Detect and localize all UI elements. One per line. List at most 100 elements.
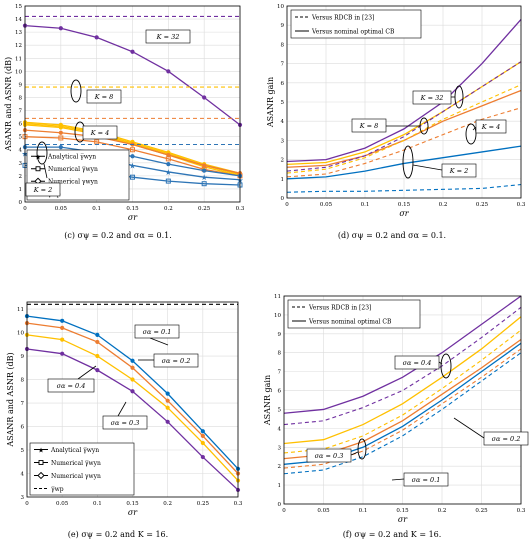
y-tick-label: 15 [15,4,22,10]
legend-entry: Versus nominal optimal CB [308,318,392,325]
annotation-label: K = 2 [449,167,469,175]
x-tick-label: 0 [25,501,29,507]
x-tick-label: 0.25 [476,202,489,208]
y-tick-label: 10 [15,69,22,75]
data-point [58,145,63,150]
y-tick-label: 3 [281,138,285,144]
data-point [58,135,64,141]
y-tick-label: 12 [15,43,22,49]
data-point: ★ [165,168,172,177]
y-tick-label: 2 [19,174,23,180]
annotation-label: σα = 0.3 [111,419,140,427]
y-tick-label: 1 [278,483,282,489]
annotation-ellipse [440,353,452,379]
x-tick-label: 0.1 [92,206,101,212]
y-tick-label: 6 [19,122,23,128]
data-point [58,26,63,31]
plot-frame [24,5,241,203]
y-tick-label: 4 [19,148,23,154]
annotation-arrow [472,126,477,131]
annotation-label: σα = 0.4 [403,359,432,367]
annotation-ellipse [402,145,414,179]
series-6-line [286,107,522,178]
data-point [95,353,100,359]
y-tick-label: 8 [281,42,285,48]
annotation-box [403,472,449,487]
legend-entry: Numerical γ̅wyn [51,460,101,467]
data-point [130,377,135,382]
data-point [130,49,135,54]
annotation-arrow [43,163,48,179]
data-point [165,398,170,403]
x-tick-label: 0.05 [55,206,68,212]
annotation-box [153,353,199,368]
legend: ★ Analytical γ̅wyn Numerical γ̅wyn Numerica… [26,149,130,201]
y-tick-label: 7 [19,109,23,115]
annotation-label: σα = 0.2 [162,357,191,365]
data-point [166,152,171,158]
chart-f: 0 0.05 0.1 0.15 0.2 0.25 0.3 0 1 2 3 4 5 6 7 8 9 10 11 σr AS… [263,294,529,539]
x-tick-label: 0.2 [163,501,172,507]
annotation-label: K = 4 [90,129,110,137]
data-point [165,419,170,424]
annotations: σα = 0.4 σα = 0.3 σα = 0.2 σα = 0.1 [306,353,529,487]
y-tick-label: 5 [278,407,282,413]
y-tick-label: 1 [19,187,23,193]
x-tick-label: 0.3 [234,501,243,507]
x-axis-label: σr [399,209,409,218]
annotation-arrow [77,365,97,380]
series-group [24,303,241,493]
y-tick-label: 10 [277,4,284,10]
annotation-label: K = 32 [420,94,444,102]
legend-entry: Numerical γwyn [48,179,98,186]
x-tick-label: 0.2 [164,206,173,212]
x-tick-label: 0 [23,206,27,212]
annotation-box [102,415,148,430]
chart-caption: (f) σψ = 0.2 and K = 16. [343,530,442,539]
annotation-ellipse [70,79,82,103]
legend-box [290,9,422,39]
data-point [95,368,100,373]
annotation-box [134,324,180,339]
legend-box [29,442,135,496]
x-axis-label: σr [128,213,138,222]
y-tick-label: 8 [21,378,25,384]
data-point [130,154,135,159]
annotations: K = 32 K = 8 K = 4 K = 2 [25,29,191,197]
data-point [60,351,65,356]
data-point [95,339,100,345]
x-axis-label: σr [128,508,138,517]
data-point [165,178,171,184]
chart-d: 0 0.05 0.1 0.15 0.2 0.25 0.3 0 1 2 3 4 5 6 7 8 9 10 σr ASAN… [266,4,526,240]
annotation-ellipse [419,117,429,135]
data-point [58,125,63,130]
annotation-box [351,118,387,133]
annotations: σα = 0.1 σα = 0.2 σα = 0.4 σα = 0.3 [47,324,199,430]
annotation-label: K = 2 [33,186,53,194]
y-tick-label: 6 [21,425,25,431]
x-tick-label: 0.15 [126,206,139,212]
x-tick-label: 0.05 [317,508,330,514]
y-tick-label: 4 [278,426,282,432]
data-point [60,318,65,323]
legend-marker: ★ [38,447,44,455]
y-tick-label: 4 [281,119,285,125]
legend-box [287,299,421,329]
series-1-line [286,61,522,166]
y-tick-label: 8 [278,351,282,357]
y-tick-label: 9 [19,82,23,88]
y-tick-label: 3 [21,495,25,501]
x-tick-label: 0.05 [56,501,69,507]
annotation-label: σα = 0.3 [315,452,344,460]
x-tick-label: 0.2 [438,508,447,514]
y-tick-label: 10 [17,331,24,337]
y-tick-label: 13 [15,30,22,36]
plot-frame [26,301,239,498]
annotation-ellipse [454,85,464,109]
data-point [166,162,171,167]
data-point [200,440,205,446]
annotation-box [145,29,191,44]
y-axis-label: ASANR gain [266,77,275,128]
y-tick-label: 5 [21,448,25,454]
y-tick-label: 0 [19,200,23,206]
